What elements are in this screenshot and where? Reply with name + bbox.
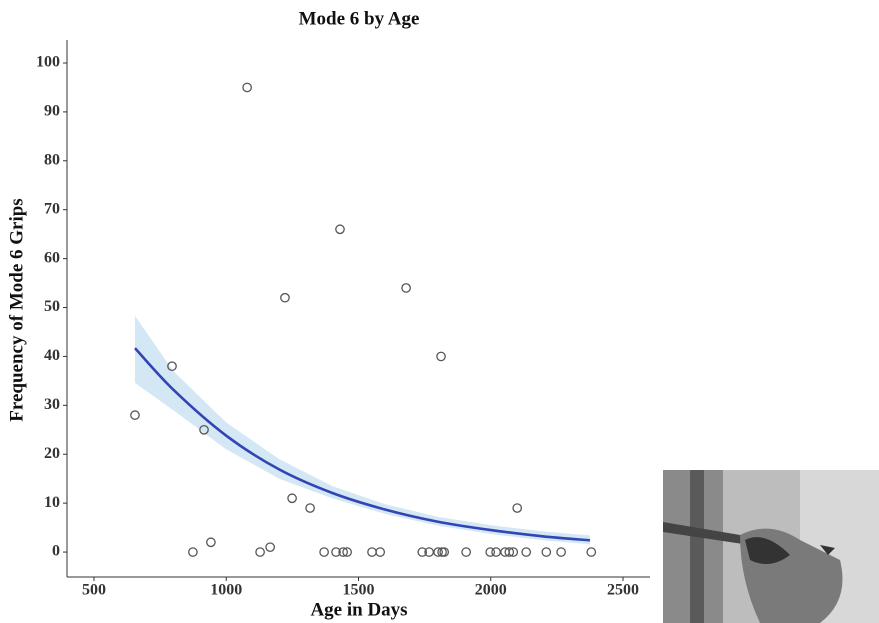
y-tick-label: 80 [44,151,60,168]
y-tick-label: 20 [44,445,60,462]
data-point [305,503,315,513]
data-point [436,351,446,362]
x-tick-label: 2500 [607,582,639,599]
data-point [491,547,501,557]
data-point [199,424,209,435]
y-tick-label: 0 [52,543,60,560]
data-point [265,542,276,553]
data-point [342,547,352,557]
data-point [367,547,377,557]
data-point [375,547,386,557]
inset-photo [663,470,879,623]
data-point [417,547,428,557]
data-point [508,547,519,557]
data-point [439,547,450,557]
data-point [280,292,290,303]
data-point [242,82,252,93]
chart-title: Mode 6 by Age [299,8,420,29]
data-point [433,547,443,557]
y-tick-label: 70 [44,200,60,217]
data-point [586,547,597,557]
fit-line [134,347,591,542]
data-point [461,547,472,557]
y-tick-label: 10 [44,494,60,511]
data-point [335,224,345,235]
x-tick-label: 1500 [343,582,375,599]
y-tick-label: 30 [44,396,60,413]
confidence-band [134,315,590,545]
data-point [521,547,532,557]
data-point [401,283,411,293]
data-point [319,547,329,557]
y-tick-label: 100 [36,54,60,71]
data-point [130,410,140,420]
data-point [541,547,552,557]
data-point [485,547,496,557]
y-tick-label: 50 [44,298,60,315]
data-point [338,547,349,557]
x-tick-label: 1000 [210,582,242,599]
x-axis-title: Age in Days [310,599,407,620]
y-tick-label: 60 [44,249,60,266]
data-point [287,493,297,504]
data-point [512,503,523,513]
data-point [188,547,198,557]
data-point [206,537,216,548]
data-point [255,547,265,557]
data-point [556,547,566,557]
data-point [331,547,341,557]
x-tick-label: 2000 [475,582,507,599]
x-tick-label: 500 [82,582,106,599]
y-tick-label: 40 [44,347,60,364]
y-axis-title: Frequency of Mode 6 Grips [6,198,27,421]
data-point [167,361,177,372]
data-point [504,547,515,557]
y-tick-label: 90 [44,103,60,120]
